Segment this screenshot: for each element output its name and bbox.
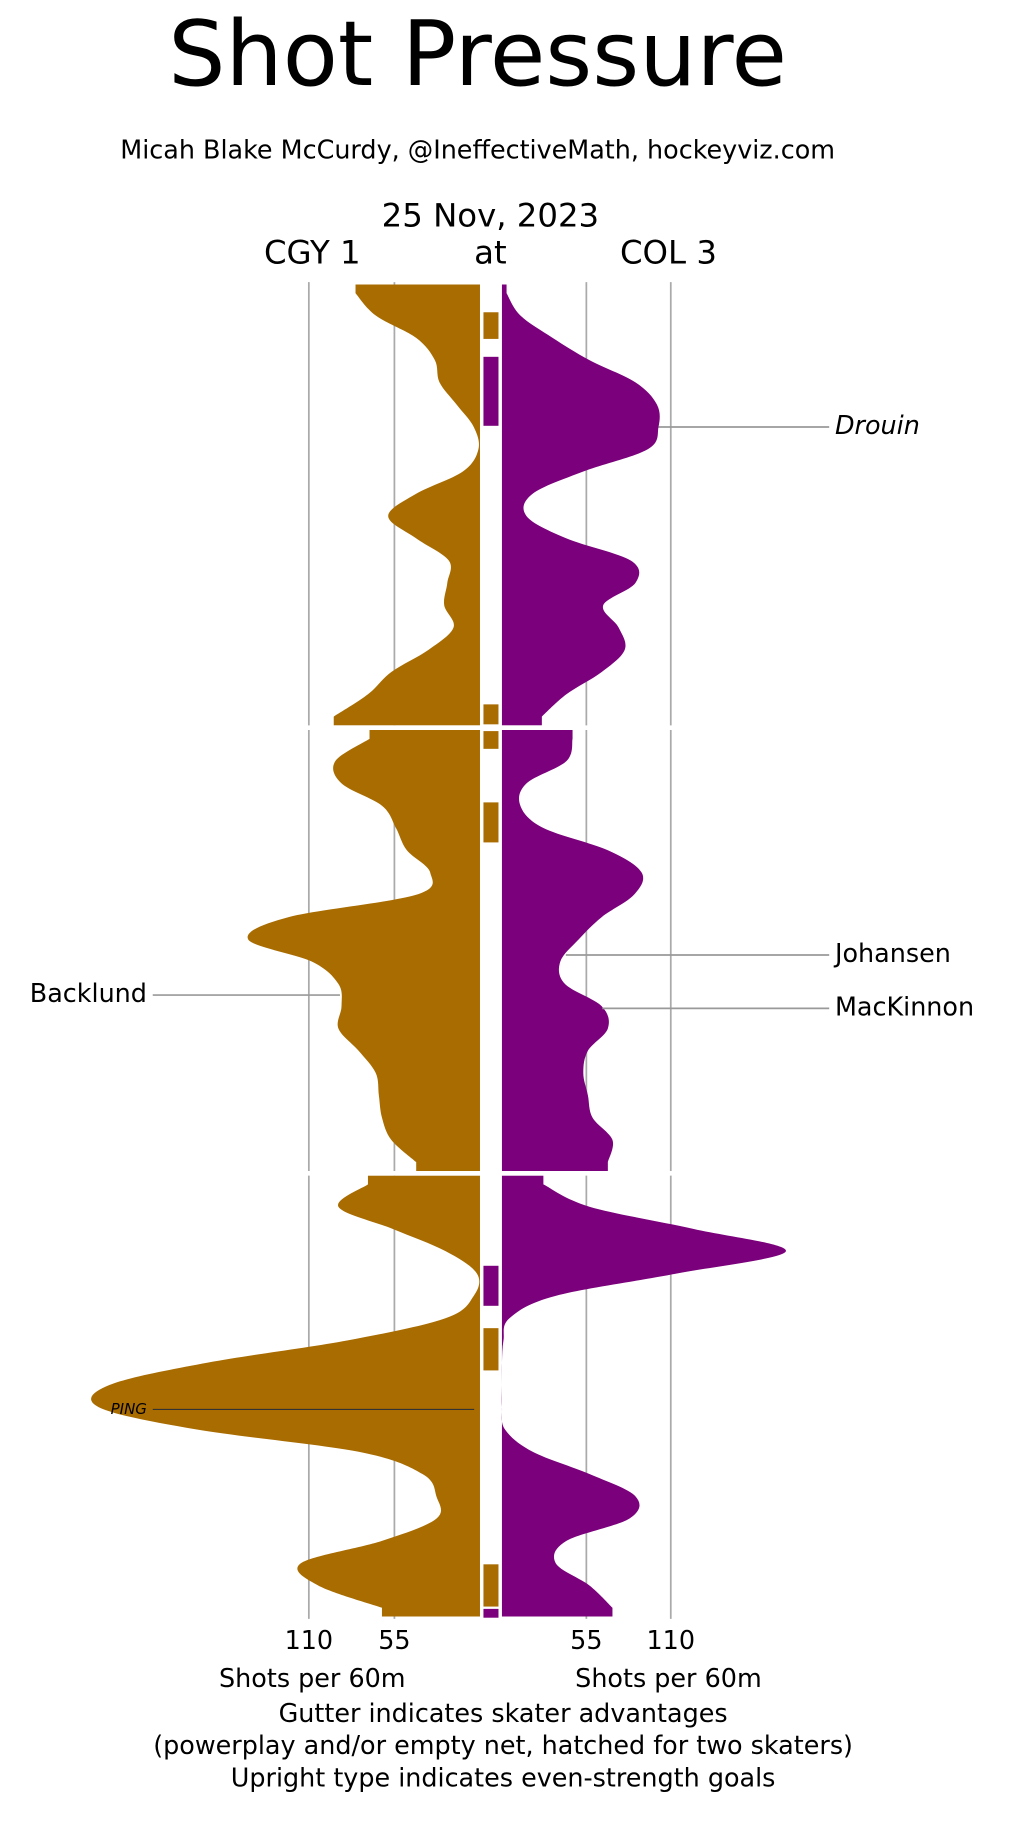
advantage-bar	[483, 312, 499, 339]
game-date: 25 Nov, 2023	[382, 196, 600, 234]
advantage-bar	[483, 1608, 499, 1618]
annotation-label: PING	[111, 1400, 147, 1418]
annotation-label: MacKinnon	[835, 991, 974, 1021]
pressure-area	[91, 1175, 480, 1617]
advantage-bar	[483, 1328, 499, 1371]
separator-label: at	[474, 233, 507, 271]
axis-label: Shots per 60m	[219, 1663, 406, 1693]
pressure-area	[501, 284, 660, 726]
pressure-area	[501, 730, 644, 1171]
footnote: Gutter indicates skater advantages	[279, 1698, 728, 1728]
advantage-bar	[483, 704, 499, 725]
advantage-bar	[483, 802, 499, 843]
axis-label: Shots per 60m	[575, 1663, 762, 1693]
footnote: (powerplay and/or empty net, hatched for…	[153, 1730, 853, 1760]
annotation-label: Drouin	[835, 410, 920, 440]
footnote: Upright type indicates even-strength goa…	[231, 1763, 776, 1793]
advantage-bar	[483, 1564, 499, 1607]
tick-label: 110	[647, 1625, 696, 1655]
chart-title: Shot Pressure	[168, 2, 787, 107]
pressure-area	[247, 730, 480, 1171]
advantage-bar	[483, 1265, 499, 1306]
tick-label: 55	[570, 1625, 602, 1655]
pressure-area	[333, 284, 480, 726]
annotation-label: Johansen	[833, 938, 951, 968]
chart-subtitle: Micah Blake McCurdy, @IneffectiveMath, h…	[120, 134, 835, 164]
tick-label: 55	[378, 1625, 410, 1655]
team-label: CGY 1	[264, 233, 361, 271]
team-label: COL 3	[620, 233, 717, 271]
advantage-bar	[483, 731, 499, 749]
advantage-bar	[483, 356, 499, 426]
annotation-label: Backlund	[30, 978, 147, 1008]
tick-label: 110	[285, 1625, 334, 1655]
pressure-area	[501, 1175, 786, 1617]
